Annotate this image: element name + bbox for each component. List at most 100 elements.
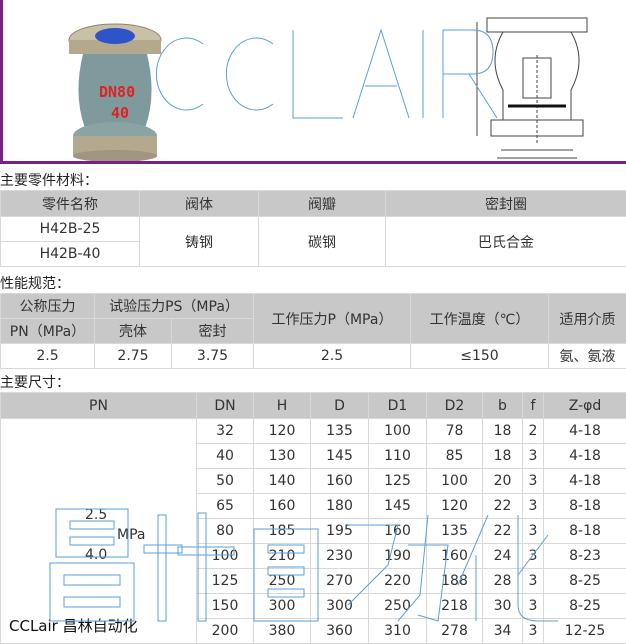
dim-cell: 40 (197, 444, 254, 469)
dim-cell: 160 (369, 519, 427, 544)
dim-cell: 12-25 (544, 619, 626, 644)
dim-cell: 270 (311, 569, 369, 594)
brand-watermark: CCLair 昌林自动化 (9, 615, 138, 636)
dim-cell: 65 (197, 494, 254, 519)
header-part-name: 零件名称 (1, 191, 140, 217)
header-valve-disc: 阀瓣 (259, 191, 386, 217)
dim-cell: 190 (369, 544, 427, 569)
dim-cell: 3 (523, 569, 544, 594)
dim-cell: 100 (427, 469, 483, 494)
dim-cell: 230 (311, 544, 369, 569)
dim-cell: 145 (311, 444, 369, 469)
dim-cell: 125 (369, 469, 427, 494)
seal-test-value: 3.75 (172, 344, 254, 369)
header-shell: 壳体 (95, 319, 172, 344)
dim-header-d: D (311, 393, 369, 419)
dim-cell: 150 (197, 594, 254, 619)
dim-cell: 3 (523, 619, 544, 644)
materials-table: 零件名称 阀体 阀瓣 密封圈 H42B-25 铸钢 碳钢 巴氏合金 H42B-4… (0, 190, 626, 267)
header-medium: 适用介质 (549, 294, 626, 344)
pn-unit: MPa (117, 527, 145, 543)
model-cell: H42B-25 (1, 217, 140, 242)
dim-cell: 22 (483, 519, 523, 544)
working-temp-value: ≤150 (411, 344, 549, 369)
performance-section-label: 性能规范： (0, 273, 70, 293)
working-pressure-value: 2.5 (254, 344, 411, 369)
dim-cell: 160 (311, 469, 369, 494)
dim-header-h: H (254, 393, 311, 419)
dim-header-d1: D1 (369, 393, 427, 419)
dim-cell: 218 (427, 594, 483, 619)
dim-cell: 8-18 (544, 519, 626, 544)
dim-cell: 220 (369, 569, 427, 594)
performance-table: 公称压力 试验压力PS（MPa） 工作压力P（MPa） 工作温度（℃） 适用介质… (0, 293, 626, 369)
dim-cell: 120 (254, 419, 311, 444)
dim-cell: 120 (427, 494, 483, 519)
dim-cell: 195 (311, 519, 369, 544)
dim-cell: 4-18 (544, 419, 626, 444)
dim-cell: 78 (427, 419, 483, 444)
dim-cell: 3 (523, 519, 544, 544)
dim-cell: 34 (483, 619, 523, 644)
dim-cell: 18 (483, 419, 523, 444)
dim-cell: 80 (197, 519, 254, 544)
dim-cell: 278 (427, 619, 483, 644)
model-cell: H42B-40 (1, 242, 140, 267)
dim-cell: 3 (523, 544, 544, 569)
header-pn-unit: PN（MPa） (1, 319, 95, 344)
dim-cell: 135 (311, 419, 369, 444)
dim-cell: 30 (483, 594, 523, 619)
dim-cell: 3 (523, 469, 544, 494)
dim-cell: 85 (427, 444, 483, 469)
dim-header-b: b (483, 393, 523, 419)
dim-cell: 3 (523, 594, 544, 619)
dim-cell: 185 (254, 519, 311, 544)
dim-cell: 110 (369, 444, 427, 469)
dim-cell: 8-25 (544, 594, 626, 619)
dim-cell: 300 (311, 594, 369, 619)
materials-section-label: 主要零件材料： (0, 170, 98, 190)
pn-value-25: 2.5 (85, 507, 107, 523)
dim-cell: 300 (254, 594, 311, 619)
dim-cell: 310 (369, 619, 427, 644)
dim-header-pn: PN (1, 393, 197, 419)
header-test-pressure: 试验压力PS（MPa） (95, 294, 254, 319)
dim-cell: 140 (254, 469, 311, 494)
dim-cell: 125 (197, 569, 254, 594)
product-image-banner: DN80 40 (0, 0, 626, 164)
dim-cell: 3 (523, 444, 544, 469)
header-seal: 密封 (172, 319, 254, 344)
cclair-watermark (156, 30, 497, 118)
dim-cell: 28 (483, 569, 523, 594)
dim-header-d2: D2 (427, 393, 483, 419)
seal-material: 巴氏合金 (386, 217, 626, 267)
dim-cell: 160 (427, 544, 483, 569)
valve-marking-pn: 40 (111, 104, 129, 122)
dim-header-f: f (523, 393, 544, 419)
dim-cell: 250 (369, 594, 427, 619)
dim-cell: 22 (483, 494, 523, 519)
dim-cell: 145 (369, 494, 427, 519)
header-nominal-pressure: 公称压力 (1, 294, 95, 319)
dim-cell: 380 (254, 619, 311, 644)
dim-cell: 20 (483, 469, 523, 494)
medium-value: 氨、氨液 (549, 344, 626, 369)
dim-cell: 200 (197, 619, 254, 644)
dim-cell: 8-18 (544, 494, 626, 519)
dim-cell: 100 (197, 544, 254, 569)
dim-cell: 360 (311, 619, 369, 644)
dim-cell: 135 (427, 519, 483, 544)
dim-cell: 50 (197, 469, 254, 494)
dim-cell: 32 (197, 419, 254, 444)
dim-cell: 160 (254, 494, 311, 519)
dim-cell: 18 (483, 444, 523, 469)
dim-cell: 210 (254, 544, 311, 569)
header-working-pressure: 工作压力P（MPa） (254, 294, 411, 344)
dim-cell: 24 (483, 544, 523, 569)
body-material: 铸钢 (140, 217, 259, 267)
dim-cell: 2 (523, 419, 544, 444)
header-valve-body: 阀体 (140, 191, 259, 217)
dim-cell: 100 (369, 419, 427, 444)
